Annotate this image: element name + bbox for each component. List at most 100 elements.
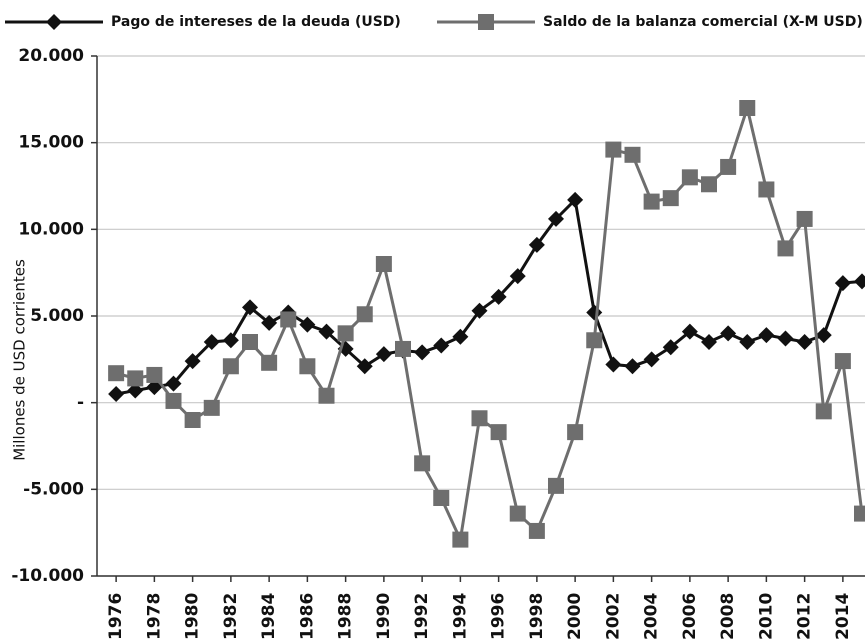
square-marker <box>299 358 316 375</box>
x-tick-label: 2014 <box>833 593 853 640</box>
x-tick-label: 1994 <box>450 593 470 640</box>
diamond-marker <box>758 327 775 344</box>
y-tick-label: 20.000 <box>18 46 84 66</box>
diamond-marker <box>203 334 220 350</box>
square-marker <box>509 505 526 522</box>
diamond-marker <box>796 334 813 350</box>
diamond-marker <box>127 382 144 399</box>
square-marker <box>528 522 545 539</box>
diamond-marker <box>567 191 584 208</box>
square-marker <box>834 353 851 370</box>
y-tick-label: 15.000 <box>18 133 84 153</box>
diamond-marker <box>777 330 794 347</box>
x-tick-label: 2012 <box>795 593 815 640</box>
x-tick-label: 1996 <box>489 593 509 640</box>
diamond-marker <box>414 344 431 361</box>
square-marker <box>280 311 297 328</box>
x-tick-label: 1976 <box>106 593 126 640</box>
diamond-marker <box>720 325 737 342</box>
square-marker <box>586 332 603 349</box>
diamond-marker <box>375 346 392 363</box>
x-tick-label: 1998 <box>527 593 547 640</box>
square-marker <box>452 531 469 548</box>
y-axis-label: Millones de USD corrientes <box>11 259 29 461</box>
diamond-marker <box>222 332 239 349</box>
diamond-marker <box>356 358 373 375</box>
diamond-marker <box>242 299 258 316</box>
diamond-marker <box>299 316 316 333</box>
square-marker <box>261 354 278 371</box>
x-tick-label: 1978 <box>144 593 164 640</box>
x-tick-label: 1982 <box>221 593 241 640</box>
diamond-marker <box>108 386 125 402</box>
square-marker <box>395 340 411 357</box>
square-marker <box>222 358 239 375</box>
square-marker <box>478 14 494 30</box>
diamond-marker <box>528 236 545 253</box>
x-tick-label: 2008 <box>718 593 738 640</box>
diamond-marker <box>643 351 660 368</box>
diamond-marker <box>261 314 278 331</box>
square-marker <box>605 141 622 158</box>
x-tick-label: 1984 <box>259 593 279 640</box>
diamond-marker <box>815 327 832 344</box>
x-tick-label: 2004 <box>642 593 662 640</box>
square-marker <box>662 190 679 207</box>
square-marker <box>356 306 373 323</box>
diamond-marker <box>184 353 201 370</box>
square-marker <box>433 490 450 506</box>
square-marker <box>701 176 717 193</box>
diamond-marker <box>452 328 469 345</box>
square-marker <box>108 365 125 382</box>
diamond-marker <box>662 339 679 356</box>
x-tick-label: 1990 <box>374 593 394 640</box>
x-tick-label: 2006 <box>680 593 700 640</box>
square-marker <box>777 240 794 257</box>
square-marker <box>414 455 431 472</box>
square-marker <box>165 392 182 409</box>
square-marker <box>567 424 584 441</box>
x-tick-label: 1980 <box>183 593 203 640</box>
diamond-marker <box>146 379 163 396</box>
square-marker <box>471 410 488 427</box>
square-marker <box>624 146 641 163</box>
square-marker <box>758 181 775 198</box>
x-tick-label: 2010 <box>756 593 776 640</box>
diamond-marker <box>624 358 641 375</box>
square-marker <box>490 424 507 441</box>
square-marker <box>739 100 756 116</box>
series-line <box>115 196 863 396</box>
square-marker <box>720 158 737 175</box>
diamond-marker <box>681 323 698 340</box>
diamond-marker <box>548 210 564 227</box>
x-tick-label: 2000 <box>565 593 585 640</box>
square-marker <box>854 505 865 522</box>
diamond-marker <box>739 334 756 350</box>
x-tick-label: 1988 <box>336 593 356 640</box>
diamond-marker <box>46 14 62 30</box>
square-marker <box>127 370 144 387</box>
diamond-marker <box>834 275 851 292</box>
square-marker <box>643 193 660 210</box>
square-marker <box>184 412 201 428</box>
diamond-marker <box>854 273 865 290</box>
diamond-marker <box>701 334 717 350</box>
x-tick-label: 1986 <box>297 593 317 640</box>
legend-label: Saldo de la balanza comercial (X-M USD) <box>543 14 863 30</box>
diamond-marker <box>586 304 603 321</box>
x-tick-label: 2002 <box>603 593 623 640</box>
diamond-marker <box>165 375 182 392</box>
square-marker <box>318 387 335 404</box>
series-line <box>115 102 864 545</box>
diamond-marker <box>318 323 335 340</box>
legend-label: Pago de intereses de la deuda (USD) <box>111 14 401 30</box>
square-marker <box>242 334 258 350</box>
diamond-marker <box>605 356 622 373</box>
y-tick-label: -10.000 <box>11 566 84 586</box>
diamond-marker <box>490 288 507 305</box>
square-marker <box>203 399 220 416</box>
diamond-marker <box>471 302 488 319</box>
y-tick-label: 10.000 <box>18 219 84 239</box>
y-tick-label: -5.000 <box>23 479 84 499</box>
